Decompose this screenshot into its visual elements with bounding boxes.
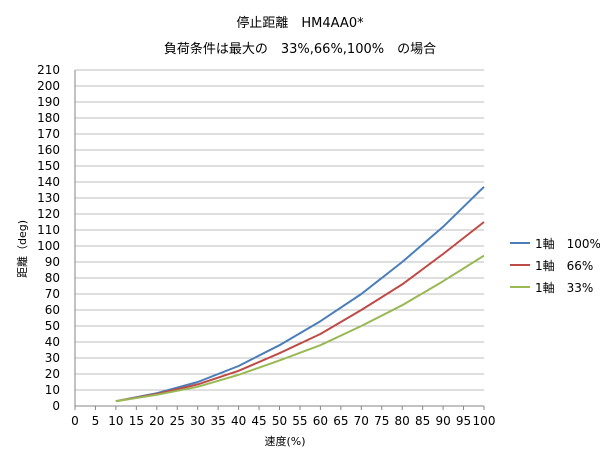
legend-swatch-100 bbox=[510, 242, 530, 244]
y-tick-label: 40 bbox=[45, 335, 60, 349]
y-tick-label: 200 bbox=[37, 79, 60, 93]
series-line-2 bbox=[115, 254, 485, 403]
legend-item-100: 1軸 100% bbox=[510, 232, 600, 254]
y-tick-label: 10 bbox=[45, 383, 60, 397]
x-tick-label: 35 bbox=[211, 414, 226, 428]
x-tick-label: 20 bbox=[149, 414, 164, 428]
y-tick-label: 150 bbox=[37, 159, 60, 173]
x-tick-label: 95 bbox=[456, 414, 471, 428]
y-tick-label: 60 bbox=[45, 303, 60, 317]
series-line-1 bbox=[115, 221, 485, 403]
x-tick-label: 15 bbox=[129, 414, 144, 428]
y-tick-label: 100 bbox=[37, 239, 60, 253]
legend-swatch-33 bbox=[510, 286, 530, 288]
y-tick-label: 160 bbox=[37, 143, 60, 157]
x-tick-label: 85 bbox=[415, 414, 430, 428]
y-tick-label: 90 bbox=[45, 255, 60, 269]
y-tick-label: 0 bbox=[52, 399, 60, 413]
chart-subtitle: 負荷条件は最大の 33%,66%,100% の場合 bbox=[163, 42, 437, 57]
legend-label-33: 1軸 33% bbox=[535, 280, 594, 295]
x-tick-label: 65 bbox=[333, 414, 348, 428]
y-tick-label: 110 bbox=[37, 223, 60, 237]
x-tick-label: 55 bbox=[292, 414, 307, 428]
y-tick-label: 80 bbox=[45, 271, 60, 285]
y-tick-label: 30 bbox=[45, 351, 60, 365]
x-tick-label: 10 bbox=[108, 414, 123, 428]
y-tick-label: 140 bbox=[37, 175, 60, 189]
x-tick-label: 5 bbox=[92, 414, 100, 428]
x-tick-label: 100 bbox=[473, 414, 496, 428]
y-axis-title: 距離（deg) bbox=[16, 219, 29, 279]
y-tick-label: 50 bbox=[45, 319, 60, 333]
x-axis-title: 速度(%) bbox=[264, 435, 306, 448]
y-tick-label: 130 bbox=[37, 191, 60, 205]
y-tick-label: 210 bbox=[37, 63, 60, 77]
x-tick-label: 30 bbox=[190, 414, 205, 428]
x-tick-label: 50 bbox=[272, 414, 287, 428]
legend: 1軸 100% 1軸 66% 1軸 33% bbox=[510, 232, 600, 298]
chart-title: 停止距離 HM4AA0* bbox=[236, 16, 364, 31]
y-tick-label: 170 bbox=[37, 127, 60, 141]
legend-label-66: 1軸 66% bbox=[535, 258, 594, 273]
legend-label-100: 1軸 100% bbox=[535, 236, 600, 251]
y-tick-label: 180 bbox=[37, 111, 60, 125]
x-tick-label: 70 bbox=[354, 414, 369, 428]
x-tick-label: 90 bbox=[435, 414, 450, 428]
x-tick-label: 40 bbox=[231, 414, 246, 428]
x-tick-label: 75 bbox=[374, 414, 389, 428]
legend-swatch-66 bbox=[510, 264, 530, 266]
series-line-0 bbox=[115, 186, 485, 403]
y-tick-label: 70 bbox=[45, 287, 60, 301]
y-tick-label: 20 bbox=[45, 367, 60, 381]
x-tick-label: 25 bbox=[170, 414, 185, 428]
x-tick-label: 60 bbox=[313, 414, 328, 428]
x-tick-label: 80 bbox=[395, 414, 410, 428]
x-tick-label: 45 bbox=[251, 414, 266, 428]
x-tick-label: 0 bbox=[71, 414, 79, 428]
y-tick-label: 120 bbox=[37, 207, 60, 221]
legend-item-66: 1軸 66% bbox=[510, 254, 600, 276]
y-tick-label: 190 bbox=[37, 95, 60, 109]
legend-item-33: 1軸 33% bbox=[510, 276, 600, 298]
